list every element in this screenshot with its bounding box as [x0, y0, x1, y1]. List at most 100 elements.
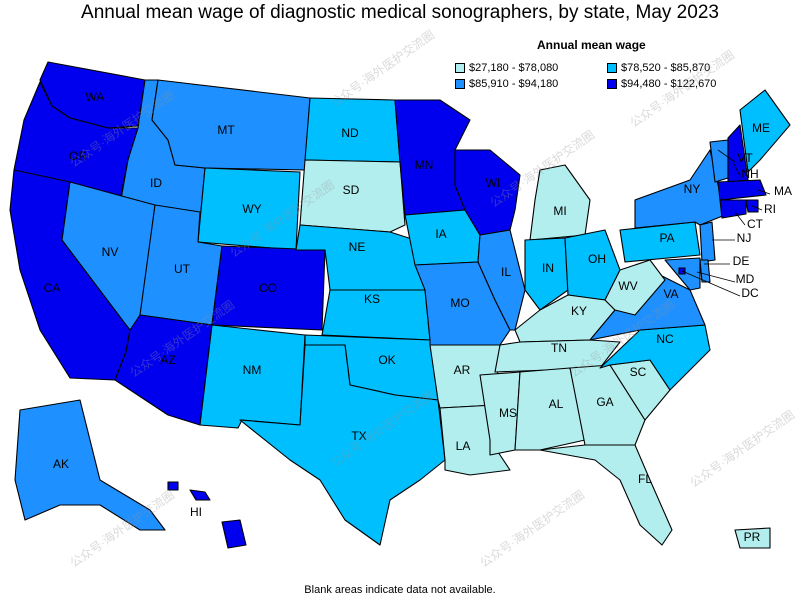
leader-line: [732, 161, 741, 177]
state-label-in: IN: [542, 261, 554, 275]
legend-label-tier-3: $94,480 - $122,670: [621, 78, 717, 90]
state-label-ct: CT: [747, 217, 764, 231]
state-label-ar: AR: [454, 363, 471, 377]
leader-line: [734, 211, 746, 226]
state-label-va: VA: [663, 287, 678, 301]
state-label-nc: NC: [656, 332, 674, 346]
state-ms: [479, 371, 521, 456]
state-label-mn: MN: [415, 158, 434, 172]
legend-label-tier-2: $85,910 - $94,180: [469, 78, 559, 90]
legend-grid: $27,180 - $78,080 $78,520 - $85,870 $85,…: [455, 62, 785, 90]
state-nh: [727, 124, 749, 183]
state-ak: [14, 399, 166, 531]
state-label-ky: KY: [571, 304, 587, 318]
state-al: [514, 367, 586, 451]
state-wv: [604, 259, 666, 316]
state-label-wv: WV: [618, 279, 637, 293]
state-label-sc: SC: [630, 365, 647, 379]
legend-swatch-tier-3: [607, 79, 617, 89]
legend-label-tier-0: $27,180 - $78,080: [469, 62, 559, 74]
state-label-la: LA: [456, 439, 471, 453]
leader-line: [696, 271, 736, 283]
legend-item-tier-0: $27,180 - $78,080: [455, 62, 607, 74]
state-label-ak: AK: [53, 457, 69, 471]
labels-layer: WA OR CA ID NV MT WY UT AZ CO NM ND SD NE KS OK TX MN IA MO…: [44, 90, 792, 544]
state-label-wy: WY: [242, 202, 261, 216]
legend-item-tier-2: $85,910 - $94,180: [455, 78, 607, 90]
legend-swatch-tier-2: [455, 79, 465, 89]
state-label-ne: NE: [349, 240, 366, 254]
state-label-mi: MI: [553, 204, 566, 218]
state-ct: [719, 199, 747, 219]
state-label-il: IL: [501, 265, 511, 279]
state-label-ok: OK: [378, 353, 395, 367]
state-label-mt: MT: [217, 123, 235, 137]
state-co: [211, 245, 326, 331]
legend-label-tier-1: $78,520 - $85,870: [621, 62, 711, 74]
state-label-nj: NJ: [737, 231, 752, 245]
state-fl: [539, 444, 673, 546]
state-label-oh: OH: [588, 252, 606, 266]
state-label-hi: HI: [190, 505, 202, 519]
leader-line: [757, 189, 771, 195]
footnote: Blank areas indicate data not available.: [304, 584, 496, 596]
state-label-pa: PA: [659, 231, 674, 245]
state-label-ri: RI: [764, 202, 776, 216]
state-label-ks: KS: [364, 292, 380, 306]
state-label-md: MD: [736, 272, 755, 286]
state-label-co: CO: [259, 281, 277, 295]
state-label-dc: DC: [741, 286, 759, 300]
state-label-ia: IA: [435, 227, 446, 241]
state-pr: [734, 527, 771, 549]
legend-title: Annual mean wage: [537, 38, 646, 52]
state-ma: [717, 179, 767, 201]
states-layer: [9, 61, 791, 549]
map-title: Annual mean wage of diagnostic medical s…: [81, 2, 719, 23]
leader-line: [717, 149, 736, 163]
state-label-nh: NH: [741, 167, 758, 181]
state-label-pr: PR: [744, 530, 761, 544]
state-label-nm: NM: [243, 363, 262, 377]
state-label-sd: SD: [343, 183, 360, 197]
state-tn: [494, 339, 621, 373]
state-ny: [634, 149, 726, 229]
leader-lines: [681, 149, 771, 297]
state-in: [524, 237, 569, 311]
state-az: [114, 314, 213, 426]
state-label-ut: UT: [174, 262, 191, 276]
state-label-nv: NV: [102, 245, 119, 259]
state-label-tn: TN: [551, 341, 567, 355]
state-label-mo: MO: [450, 296, 469, 310]
state-label-nd: ND: [341, 126, 359, 140]
state-label-vt: VT: [737, 151, 753, 165]
legend-item-tier-3: $94,480 - $122,670: [607, 78, 759, 90]
state-label-wa: WA: [86, 90, 105, 104]
state-label-ny: NY: [684, 182, 701, 196]
state-label-me: ME: [752, 121, 770, 135]
state-label-ms: MS: [499, 406, 517, 420]
state-label-al: AL: [549, 397, 564, 411]
state-label-ga: GA: [596, 395, 613, 409]
legend: Annual mean wage $27,180 - $78,080 $78,5…: [455, 38, 785, 90]
leader-line: [751, 205, 763, 211]
state-tx: [239, 344, 446, 546]
state-de: [699, 259, 711, 283]
state-label-id: ID: [150, 176, 162, 190]
state-label-wi: WI: [486, 176, 501, 190]
state-sd: [299, 159, 406, 233]
state-hi: [167, 481, 247, 549]
state-label-fl: FL: [638, 472, 652, 486]
state-label-ca: CA: [44, 281, 61, 295]
legend-swatch-tier-1: [607, 63, 617, 73]
state-me: [739, 89, 791, 173]
state-label-de: DE: [733, 254, 750, 268]
legend-item-tier-1: $78,520 - $85,870: [607, 62, 759, 74]
state-label-ma: MA: [774, 184, 792, 198]
legend-swatch-tier-0: [455, 63, 465, 73]
state-nj: [699, 221, 716, 263]
state-il: [477, 229, 526, 331]
state-label-az: AZ: [160, 353, 175, 367]
state-label-tx: TX: [351, 429, 366, 443]
state-mi: [529, 164, 591, 241]
